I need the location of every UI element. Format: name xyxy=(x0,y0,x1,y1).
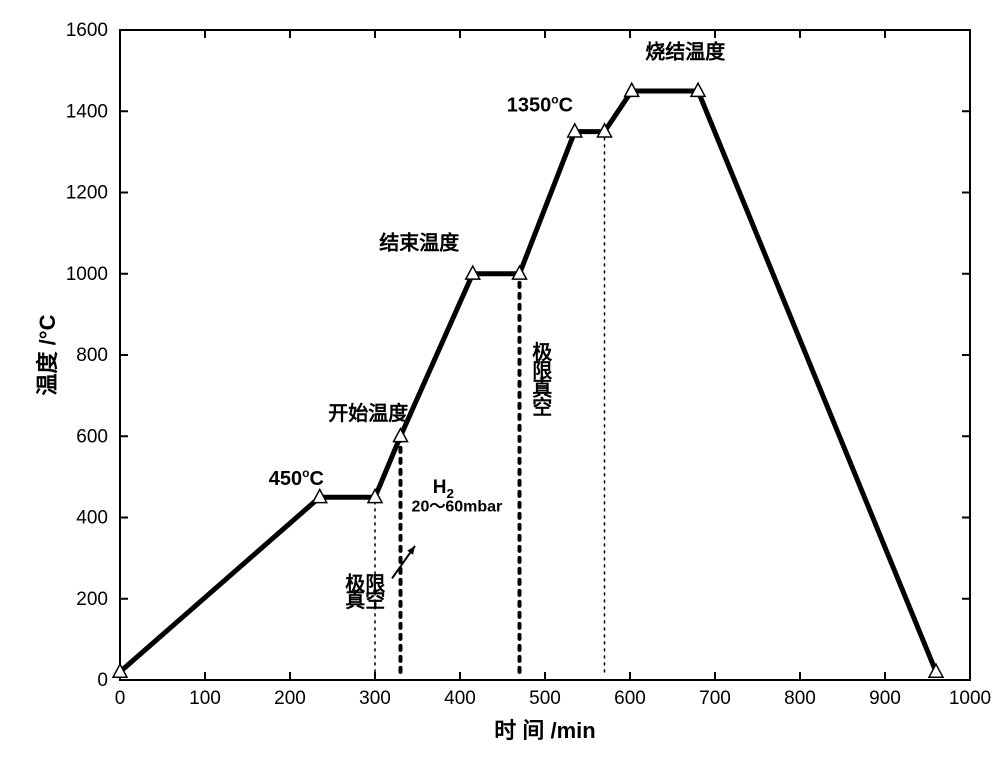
y-tick-label: 800 xyxy=(76,345,108,366)
x-tick-label: 300 xyxy=(359,688,391,709)
annotation: 空 xyxy=(532,395,552,419)
x-tick-label: 0 xyxy=(115,688,126,709)
x-tick-label: 1000 xyxy=(949,688,991,709)
y-axis-label: 温度 /°C xyxy=(35,314,60,395)
annotation: 结束温度 xyxy=(379,230,460,254)
x-tick-label: 100 xyxy=(189,688,221,709)
x-tick-label: 400 xyxy=(444,688,476,709)
y-tick-label: 1200 xyxy=(66,183,108,204)
x-tick-label: 800 xyxy=(784,688,816,709)
annotation: 450oC xyxy=(269,466,324,490)
annotation: H2 xyxy=(433,477,454,501)
y-tick-label: 600 xyxy=(76,426,108,447)
line-chart: 0 100 200 300 400 500 600 700 800 900 1000 0 200 400 6… xyxy=(0,0,1000,770)
y-tick-label: 0 xyxy=(97,670,108,691)
y-tick-label: 1400 xyxy=(66,101,108,122)
y-tick-label: 400 xyxy=(76,508,108,529)
annotation: 1350oC xyxy=(507,92,573,116)
y-tick-label: 1600 xyxy=(66,20,108,41)
x-tick-label: 900 xyxy=(869,688,901,709)
annotation: 烧结温度 xyxy=(645,39,726,63)
annotation: 真空 xyxy=(345,588,385,612)
x-tick-label: 200 xyxy=(274,688,306,709)
temperature-line xyxy=(120,91,936,672)
y-tick-label: 200 xyxy=(76,589,108,610)
y-tick-label: 1000 xyxy=(66,264,108,285)
x-tick-label: 500 xyxy=(529,688,561,709)
annotation: 开始温度 xyxy=(328,401,409,425)
x-tick-label: 600 xyxy=(614,688,646,709)
x-tick-label: 700 xyxy=(699,688,731,709)
x-axis-label: 时 间 /min xyxy=(494,718,595,743)
chart-container: 0 100 200 300 400 500 600 700 800 900 1000 0 200 400 6… xyxy=(0,0,1000,770)
annotation: 20～60mbar xyxy=(412,498,503,515)
